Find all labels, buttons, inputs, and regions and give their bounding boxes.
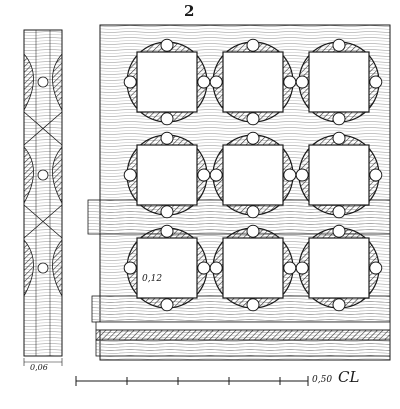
square-window [222,144,284,206]
side-motif [23,52,63,112]
square-window [308,237,370,299]
side-motif [23,145,63,205]
tenon-knob [197,75,211,89]
side-dimension-line [23,358,63,366]
tenon-knob [332,38,346,52]
tenon-knob [246,112,260,126]
tenon-knob [283,168,297,182]
scale-bar [75,376,309,386]
tenon-knob [283,75,297,89]
tenon-knob [332,131,346,145]
grid-cell [209,131,297,219]
grid-cell [123,131,211,219]
grid-dimension-label: 0,12 [142,274,163,284]
tenon-knob [246,224,260,238]
tenon-knob [369,261,383,275]
tenon-knob [246,298,260,312]
tenon-knob [160,298,174,312]
tenon-knob [197,261,211,275]
side-cross-brace [23,111,63,146]
square-window [222,237,284,299]
square-window [308,51,370,113]
tenon-knob [197,168,211,182]
tenon-knob [369,75,383,89]
tenon-knob [209,168,223,182]
tenon-knob [209,75,223,89]
square-window [222,51,284,113]
tenon-knob [246,205,260,219]
grid-cell [295,131,383,219]
square-window [136,51,198,113]
grid-cell [123,224,211,312]
tenon-knob [246,131,260,145]
tenon-knob [332,112,346,126]
square-window [136,237,198,299]
square-window [308,144,370,206]
tenon-knob [332,298,346,312]
tenon-knob [123,75,137,89]
artist-signature: CL [338,368,360,386]
tenon-knob [283,261,297,275]
tenon-knob [160,38,174,52]
tenon-knob [332,205,346,219]
tenon-knob [295,261,309,275]
grid-cell [295,224,383,312]
tenon-knob [246,38,260,52]
tenon-knob [160,131,174,145]
grid-cell [209,224,297,312]
tenon-knob [160,112,174,126]
tenon-knob [295,75,309,89]
tenon-knob [123,261,137,275]
tenon-knob [332,224,346,238]
square-window [136,144,198,206]
tenon-knob [160,224,174,238]
tenon-knob [209,261,223,275]
grid-cell [295,38,383,126]
side-cross-brace [23,204,63,239]
tenon-knob [160,205,174,219]
plate-number: 2 [184,2,195,20]
side-motif [23,238,63,298]
side-elevation [23,29,63,357]
side-dimension-label: 0,06 [30,363,48,372]
grid-cells [123,38,383,312]
grid-cell [123,38,211,126]
grid-cell [209,38,297,126]
scale-length-label: 0,50 [312,375,333,385]
tenon-knob [295,168,309,182]
tenon-knob [123,168,137,182]
tenon-knob [369,168,383,182]
